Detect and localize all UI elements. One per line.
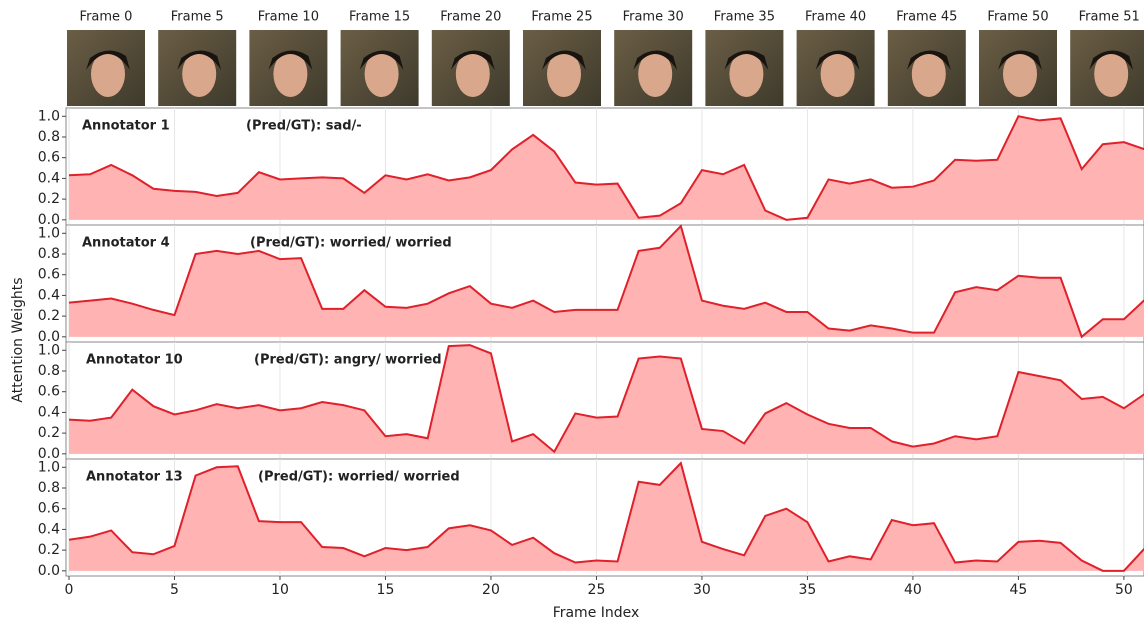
y-tick-label: 0.0 — [38, 563, 60, 579]
x-tick-label: 25 — [588, 582, 606, 598]
x-tick-label: 40 — [904, 582, 922, 598]
frame-face — [1003, 51, 1037, 97]
panel-title: Annotator 13 — [86, 470, 183, 485]
panel-title: Annotator 4 — [82, 236, 170, 251]
area-line — [68, 224, 1144, 339]
frame-face — [91, 51, 125, 97]
y-tick-label: 0.4 — [38, 170, 60, 186]
area-line — [68, 461, 1144, 572]
frame-face — [638, 51, 673, 97]
x-tick-label: 35 — [799, 582, 817, 598]
frame-hair — [359, 50, 404, 70]
frame-label: Frame 40 — [805, 10, 866, 25]
y-tick-label: 0.6 — [38, 501, 60, 517]
x-tick-label: 0 — [65, 582, 74, 598]
frame-hair — [268, 50, 313, 70]
frame-label: Frame 15 — [349, 10, 410, 25]
frame-face — [455, 51, 490, 97]
area-line — [68, 115, 1144, 221]
y-tick-label: 0.4 — [38, 287, 60, 303]
frame-label: Frame 20 — [440, 10, 501, 25]
area-line — [68, 344, 1144, 454]
x-tick-label: 15 — [377, 582, 395, 598]
y-tick-label: 0.2 — [38, 191, 60, 207]
frame-label: Frame 25 — [531, 10, 592, 25]
x-tick-label: 5 — [170, 582, 179, 598]
y-tick-label: 1.0 — [38, 459, 60, 475]
frame-hair — [177, 50, 222, 70]
y-tick-label: 0.8 — [38, 363, 60, 379]
frame-hair — [815, 50, 860, 70]
panel-annotation: (Pred/GT): angry/ worried — [254, 353, 442, 368]
y-tick-label: 0.2 — [38, 542, 60, 558]
x-tick-label: 50 — [1115, 582, 1133, 598]
frame-hair — [542, 50, 586, 70]
frame-hair — [86, 50, 130, 70]
y-tick-label: 0.4 — [38, 404, 60, 420]
frame-hair — [633, 50, 678, 70]
y-tick-label: 0.6 — [38, 384, 60, 400]
x-tick-label: 20 — [482, 582, 500, 598]
y-tick-label: 0.2 — [38, 308, 60, 324]
y-axis-label: Attention Weights — [10, 277, 26, 402]
x-axis-label: Frame Index — [553, 605, 640, 621]
panel-title: Annotator 1 — [82, 119, 170, 134]
frame-face — [820, 51, 855, 97]
y-tick-label: 0.6 — [38, 267, 60, 283]
y-tick-label: 0.0 — [38, 446, 60, 462]
y-tick-label: 1.0 — [38, 225, 60, 241]
y-tick-label: 0.8 — [38, 246, 60, 262]
y-tick-label: 0.8 — [38, 480, 60, 496]
frame-label: Frame 45 — [896, 10, 957, 25]
x-tick-label: 10 — [271, 582, 289, 598]
panel-annotation: (Pred/GT): worried/ worried — [258, 470, 460, 485]
frame-label: Frame 51 — [1079, 10, 1140, 25]
y-tick-label: 0.2 — [38, 425, 60, 441]
y-tick-label: 0.6 — [38, 150, 60, 166]
frame-hair — [450, 50, 495, 70]
y-tick-label: 0.0 — [38, 329, 60, 345]
y-tick-label: 0.0 — [38, 212, 60, 228]
frame-face — [547, 51, 581, 97]
frame-hair — [906, 50, 951, 70]
frame-face — [911, 51, 946, 97]
frame-face — [729, 51, 764, 97]
frame-hair — [724, 50, 769, 70]
panel-annotation: (Pred/GT): sad/- — [246, 119, 362, 134]
frame-label: Frame 5 — [171, 10, 224, 25]
frame-label: Frame 35 — [714, 10, 775, 25]
area-fill — [69, 345, 1144, 454]
y-tick-label: 1.0 — [38, 108, 60, 124]
frame-label: Frame 50 — [987, 10, 1048, 25]
frame-face — [182, 51, 217, 97]
x-tick-label: 45 — [1009, 582, 1027, 598]
frame-face — [1094, 51, 1129, 97]
x-tick-label: 30 — [693, 582, 711, 598]
frame-label: Frame 30 — [623, 10, 684, 25]
panel-title: Annotator 10 — [86, 353, 183, 368]
area-fill — [69, 116, 1144, 220]
y-tick-label: 0.8 — [38, 129, 60, 145]
y-tick-label: 0.4 — [38, 521, 60, 537]
panel-annotation: (Pred/GT): worried/ worried — [250, 236, 452, 251]
frame-label: Frame 0 — [80, 10, 133, 25]
y-tick-label: 1.0 — [38, 342, 60, 358]
frame-label: Frame 10 — [258, 10, 319, 25]
frame-hair — [1089, 50, 1134, 70]
frame-hair — [998, 50, 1042, 70]
frame-face — [273, 51, 308, 97]
frame-face — [364, 51, 399, 97]
area-fill — [69, 463, 1144, 571]
